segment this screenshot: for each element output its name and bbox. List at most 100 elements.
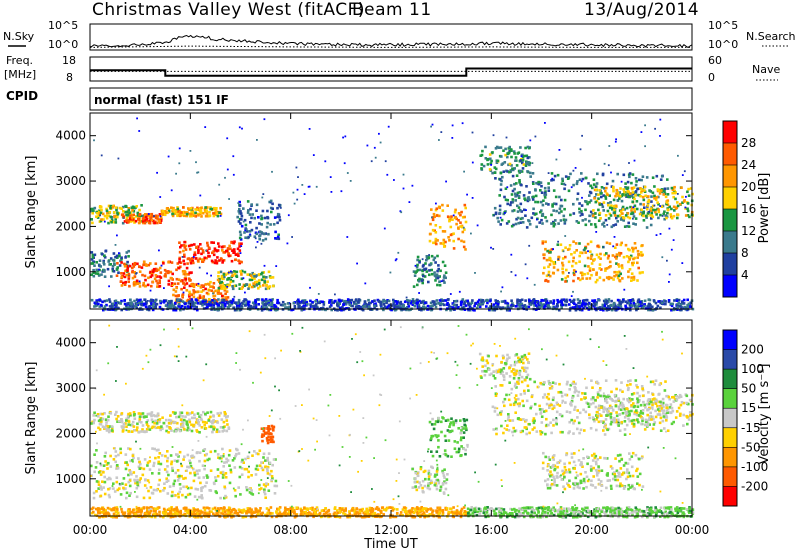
scatter-point: [210, 274, 212, 277]
scatter-point: [307, 185, 310, 188]
scatter-point: [621, 193, 624, 196]
scatter-point: [145, 430, 148, 433]
scatter-point: [165, 429, 168, 433]
scatter-point: [178, 299, 182, 302]
scatter-point: [455, 450, 459, 454]
scatter-point: [551, 203, 554, 206]
scatter-point: [140, 266, 144, 269]
scatter-point: [143, 298, 147, 302]
scatter-point: [651, 204, 655, 208]
scatter-point: [551, 407, 554, 411]
scatter-cluster: [90, 410, 231, 434]
scatter-point: [547, 189, 551, 192]
scatter-point: [319, 300, 323, 303]
scatter-point: [271, 435, 275, 439]
scatter-point: [207, 283, 211, 286]
scatter-point: [546, 249, 549, 253]
scatter-point: [513, 182, 516, 186]
scatter-point: [630, 186, 634, 190]
scatter-point: [658, 192, 662, 195]
scatter-point: [253, 216, 256, 220]
scatter-point: [212, 250, 215, 253]
scatter-point: [633, 256, 637, 260]
scatter-point: [328, 301, 331, 304]
scatter-point: [607, 298, 611, 301]
scatter-point: [673, 299, 676, 302]
scatter-point: [357, 300, 360, 303]
scatter-point: [174, 430, 178, 433]
scatter-point: [590, 223, 593, 226]
scatter-point: [538, 221, 541, 224]
scatter-point: [193, 416, 197, 420]
scatter-point: [91, 256, 95, 259]
scatter-point: [544, 432, 547, 436]
scatter-point: [222, 273, 226, 276]
scatter-point: [602, 201, 606, 204]
scatter-point: [306, 303, 309, 306]
scatter-point: [542, 256, 546, 260]
scatter-point: [603, 187, 606, 190]
scatter-point: [558, 149, 561, 151]
scatter-point: [99, 214, 101, 217]
scatter-point: [344, 135, 347, 138]
scatter-point: [301, 308, 304, 311]
scatter-point: [449, 225, 453, 229]
scatter-point: [148, 305, 151, 308]
scatter-point: [271, 427, 274, 431]
scatter-point: [194, 211, 197, 215]
scatter-point: [663, 217, 666, 221]
scatter-point: [575, 182, 579, 186]
scatter-point: [668, 227, 671, 230]
scatter-point: [459, 213, 462, 217]
scatter-point: [580, 180, 583, 183]
scatter-point: [157, 448, 160, 452]
scatter-point: [224, 296, 227, 299]
scatter-point: [405, 306, 409, 309]
scatter-point: [158, 266, 162, 270]
scatter-point: [420, 306, 423, 310]
scatter-point: [198, 257, 201, 261]
scatter-point: [606, 224, 609, 226]
scatter-point: [447, 439, 451, 442]
scatter-point: [440, 131, 443, 133]
scatter-point: [444, 419, 448, 422]
scatter-point: [101, 300, 104, 304]
scatter-point: [528, 244, 531, 247]
scatter-point: [534, 300, 538, 303]
scatter-point: [105, 299, 109, 302]
scatter-point: [436, 269, 439, 273]
scatter-point: [500, 163, 504, 166]
scatter-point: [551, 381, 555, 384]
scatter-point: [598, 213, 601, 216]
scatter-point: [142, 220, 145, 223]
scatter-point: [292, 191, 295, 194]
scatter-point: [221, 470, 225, 474]
scatter-point: [547, 182, 550, 185]
scatter-point: [604, 214, 608, 217]
scatter-point: [672, 239, 675, 241]
scatter-point: [144, 305, 148, 309]
scatter-point: [233, 295, 236, 298]
scatter-point: [227, 427, 231, 430]
scatter-point: [171, 212, 174, 216]
scatter-point: [197, 282, 200, 285]
scatter-point: [524, 146, 527, 150]
scatter-point: [610, 308, 614, 312]
scatter-point: [265, 276, 268, 279]
scatter-point: [183, 286, 186, 289]
scatter-point: [151, 280, 155, 284]
scatter-point: [271, 207, 274, 210]
scatter-point: [343, 162, 346, 165]
scatter-point: [296, 198, 299, 201]
scatter-point: [119, 280, 123, 283]
scatter-point: [245, 302, 248, 305]
scatter-point: [526, 366, 529, 370]
scatter-point: [511, 167, 514, 170]
scatter-point: [253, 450, 256, 453]
scatter-point: [548, 249, 551, 253]
scatter-point: [434, 420, 438, 423]
scatter-point: [674, 207, 678, 210]
scatter-point: [684, 206, 687, 209]
scatter-point: [625, 206, 629, 210]
scatter-point: [194, 298, 198, 301]
